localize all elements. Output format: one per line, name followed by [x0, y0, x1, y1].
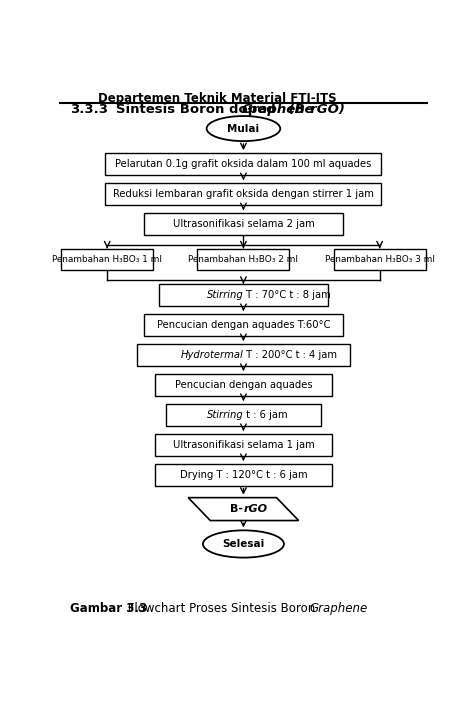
Text: Flowchart Proses Sintesis Boron: Flowchart Proses Sintesis Boron: [124, 602, 319, 615]
Text: (B-rGO): (B-rGO): [284, 103, 345, 116]
FancyBboxPatch shape: [166, 404, 321, 426]
FancyBboxPatch shape: [144, 213, 343, 235]
Text: T : 200°C t : 4 jam: T : 200°C t : 4 jam: [243, 350, 337, 360]
Text: Hydrotermal: Hydrotermal: [180, 350, 243, 360]
Text: Graphene: Graphene: [310, 602, 368, 615]
Ellipse shape: [203, 530, 284, 558]
Text: Reduksi lembaran grafit oksida dengan stirrer 1 jam: Reduksi lembaran grafit oksida dengan st…: [113, 189, 374, 199]
Text: 3.3.3: 3.3.3: [70, 103, 108, 116]
Text: Mulai: Mulai: [228, 124, 259, 134]
Text: rGO: rGO: [243, 504, 267, 514]
Text: Ultrasonifikasi selama 1 jam: Ultrasonifikasi selama 1 jam: [172, 440, 314, 450]
FancyBboxPatch shape: [137, 344, 350, 366]
Text: Pelarutan 0.1g grafit oksida dalam 100 ml aquades: Pelarutan 0.1g grafit oksida dalam 100 m…: [115, 159, 371, 169]
Text: Sintesis Boron doped: Sintesis Boron doped: [102, 103, 280, 116]
Text: Penambahan H₃BO₃ 3 ml: Penambahan H₃BO₃ 3 ml: [325, 255, 435, 264]
Text: Stirring: Stirring: [207, 410, 243, 420]
FancyBboxPatch shape: [105, 153, 381, 175]
FancyBboxPatch shape: [155, 434, 332, 456]
Text: Pencucian dengan aquades: Pencucian dengan aquades: [175, 379, 312, 390]
FancyBboxPatch shape: [61, 249, 153, 270]
Text: Ultrasonifikasi selama 2 jam: Ultrasonifikasi selama 2 jam: [172, 219, 314, 229]
Text: Drying T : 120°C t : 6 jam: Drying T : 120°C t : 6 jam: [180, 469, 307, 480]
Text: Stirring: Stirring: [207, 290, 243, 300]
FancyBboxPatch shape: [144, 314, 343, 336]
FancyBboxPatch shape: [333, 249, 426, 270]
FancyBboxPatch shape: [155, 464, 332, 486]
FancyBboxPatch shape: [155, 374, 332, 396]
Text: Penambahan H₃BO₃ 2 ml: Penambahan H₃BO₃ 2 ml: [189, 255, 298, 264]
Text: Selesai: Selesai: [222, 539, 265, 549]
FancyBboxPatch shape: [105, 183, 381, 205]
FancyBboxPatch shape: [159, 284, 328, 306]
Text: Gambar 3.3: Gambar 3.3: [70, 602, 148, 615]
FancyBboxPatch shape: [198, 249, 289, 270]
Text: Pencucian dengan aquades T:60°C: Pencucian dengan aquades T:60°C: [157, 320, 330, 330]
Polygon shape: [188, 498, 299, 520]
Text: t : 6 jam: t : 6 jam: [243, 410, 288, 420]
Text: B-: B-: [230, 504, 243, 514]
Text: T : 70°C t : 8 jam: T : 70°C t : 8 jam: [243, 290, 331, 300]
Text: Departemen Teknik Material FTI-ITS: Departemen Teknik Material FTI-ITS: [98, 92, 337, 105]
Ellipse shape: [207, 116, 280, 141]
Text: Graphene: Graphene: [242, 103, 314, 116]
Text: Penambahan H₃BO₃ 1 ml: Penambahan H₃BO₃ 1 ml: [52, 255, 162, 264]
